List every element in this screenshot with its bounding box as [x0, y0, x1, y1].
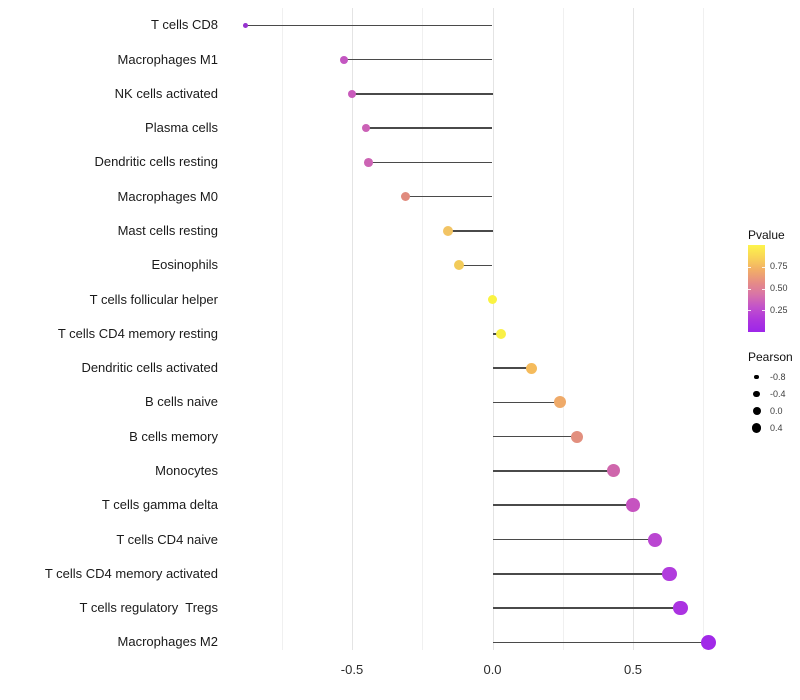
lollipop-dot	[442, 226, 453, 236]
lollipop-dot	[339, 55, 348, 64]
lollipop-dot	[673, 600, 688, 616]
gridline	[422, 8, 424, 650]
lollipop-dot	[347, 89, 357, 99]
lollipop-dot	[364, 158, 374, 167]
lollipop-stem	[352, 93, 493, 95]
pvalue-tick-label: 0.75	[770, 261, 788, 272]
pvalue-tick-mark	[762, 288, 765, 290]
pvalue-tick-mark	[748, 266, 751, 268]
lollipop-dot	[570, 430, 583, 443]
pvalue-colorbar	[748, 245, 765, 332]
category-label: T cells CD8	[151, 17, 218, 33]
pearson-size-dot	[753, 390, 760, 398]
category-label: Dendritic cells activated	[81, 360, 218, 376]
pearson-size-label: 0.0	[770, 405, 783, 416]
pearson-size-dot	[752, 407, 761, 415]
lollipop-stem	[492, 504, 633, 506]
category-label: T cells CD4 memory resting	[57, 325, 218, 341]
category-label: Dendritic cells resting	[94, 154, 218, 170]
lollipop-stem	[492, 401, 560, 404]
lollipop-dot	[606, 464, 620, 478]
lollipop-stem	[458, 264, 493, 267]
category-label: Plasma cells	[145, 120, 218, 136]
category-label: Macrophages M1	[117, 51, 218, 67]
gridline	[281, 8, 283, 650]
lollipop-dot	[487, 294, 498, 305]
category-label: B cells memory	[129, 428, 218, 444]
lollipop-dot	[242, 22, 248, 28]
category-label: Monocytes	[155, 462, 218, 478]
lollipop-stem	[492, 470, 614, 472]
pearson-size-dot	[751, 423, 762, 433]
lollipop-dot	[361, 123, 371, 133]
lollipop-stem	[366, 127, 493, 129]
lollipop-dot	[453, 260, 464, 271]
category-label: T cells regulatory Tregs	[79, 600, 218, 616]
gridline	[562, 8, 564, 650]
x-tick-label: -0.5	[340, 662, 364, 677]
lollipop-stem	[492, 607, 681, 609]
lollipop-dot	[648, 532, 663, 547]
lollipop-dot	[400, 191, 411, 202]
lollipop-stem	[405, 195, 493, 198]
lollipop-stem	[245, 24, 493, 27]
category-label: Macrophages M2	[117, 634, 218, 650]
lollipop-dot	[662, 566, 677, 581]
lollipop-stem	[492, 573, 670, 575]
lollipop-dot	[526, 362, 538, 374]
gridline	[703, 8, 705, 650]
pvalue-tick-mark	[748, 310, 751, 312]
lollipop-dot	[495, 328, 506, 339]
lollipop-dot	[626, 498, 640, 512]
lollipop-stem	[492, 435, 577, 438]
pvalue-tick-mark	[762, 266, 765, 268]
category-label: T cells gamma delta	[101, 497, 218, 513]
x-tick-label: 0.0	[483, 662, 502, 677]
category-label: B cells naive	[145, 394, 218, 410]
lollipop-dot	[553, 396, 566, 409]
pearson-size-label: -0.8	[770, 371, 786, 382]
gridline	[492, 8, 494, 650]
category-label: NK cells activated	[114, 85, 218, 101]
category-label: T cells follicular helper	[89, 291, 218, 307]
pearson-size-dot	[754, 374, 759, 380]
pvalue-tick-mark	[748, 288, 751, 290]
category-label: Mast cells resting	[117, 223, 218, 238]
pvalue-legend-title: Pvalue	[748, 228, 785, 242]
x-tick-label: 0.5	[623, 662, 643, 677]
pearson-size-label: -0.4	[770, 388, 786, 399]
category-label: T cells CD4 naive	[116, 531, 218, 547]
pvalue-tick-mark	[762, 310, 765, 312]
lollipop-stem	[492, 641, 709, 644]
lollipop-stem	[368, 161, 493, 164]
lollipop-stem	[492, 538, 656, 541]
gridline	[633, 8, 634, 650]
pearson-size-label: 0.4	[770, 422, 783, 433]
category-label: T cells CD4 memory activated	[44, 565, 218, 581]
pvalue-tick-label: 0.50	[770, 283, 788, 293]
category-label: Eosinophils	[151, 257, 219, 273]
pvalue-tick-label: 0.25	[770, 304, 788, 315]
lollipop-stem	[343, 58, 493, 61]
gridline	[352, 8, 353, 650]
lollipop-stem	[492, 367, 532, 369]
lollipop-stem	[447, 230, 493, 232]
lollipop-dot	[701, 634, 717, 650]
pearson-legend-title: Pearson	[748, 350, 793, 364]
category-label: Macrophages M0	[117, 188, 218, 204]
